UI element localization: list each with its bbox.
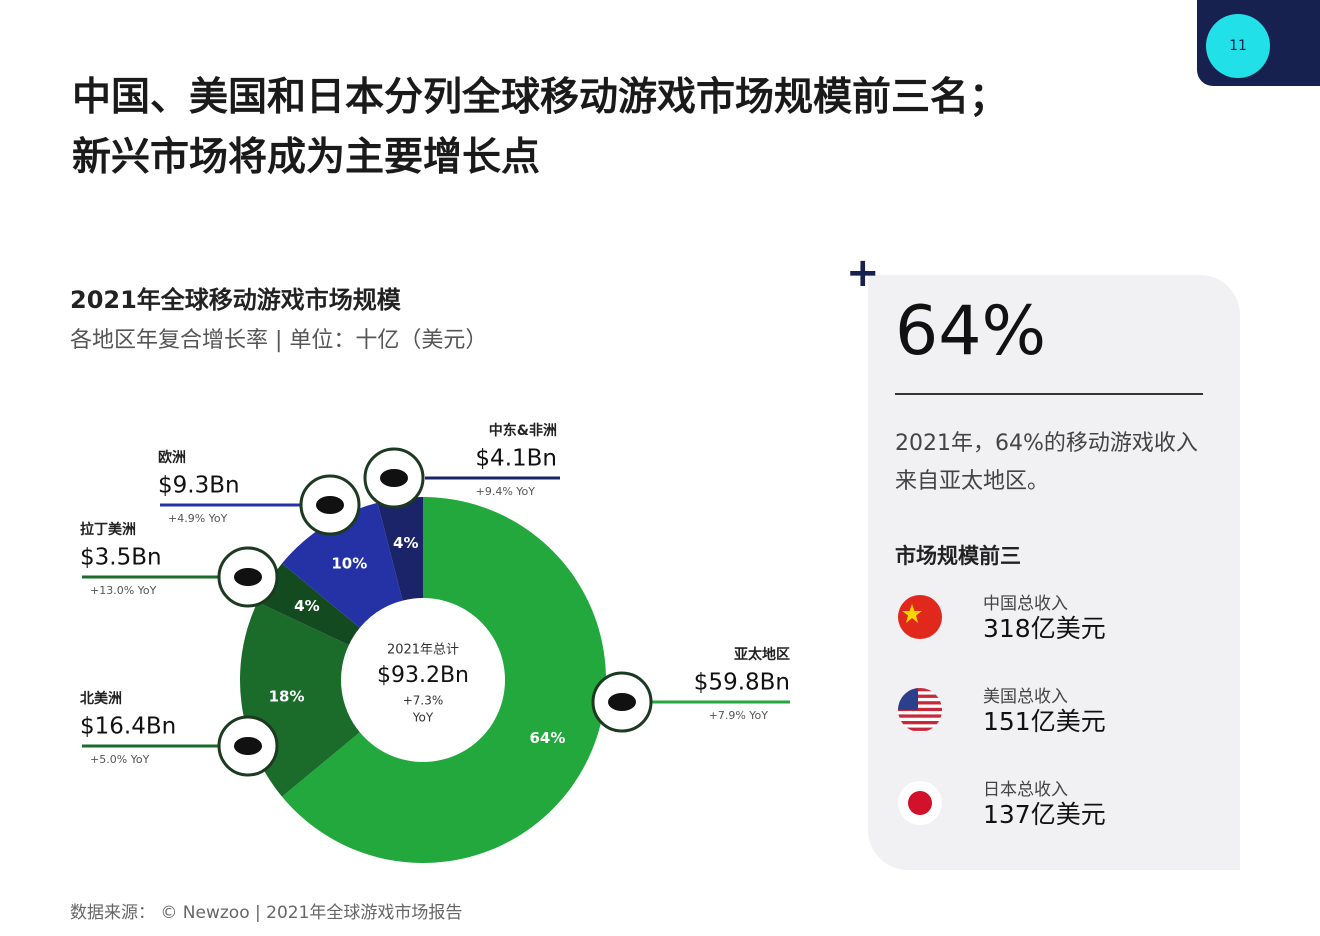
plus-icon: + (846, 250, 880, 296)
item-label: 美国总收入 (983, 687, 1068, 707)
region-shape (380, 469, 408, 487)
donut-segment (257, 563, 360, 646)
chart-title: 2021年全球移动游戏市场规模 (70, 286, 401, 314)
segment-label: 10% (331, 554, 367, 572)
segment-label: 4% (294, 597, 319, 615)
page-number: 11 (1206, 14, 1270, 78)
flag (898, 595, 942, 639)
segment-label: 64% (529, 729, 565, 747)
segment-label: 18% (269, 688, 305, 706)
region-growth: +9.4% YoY (476, 485, 536, 498)
flag-icon (898, 688, 942, 732)
region-name: 拉丁美洲 (80, 521, 136, 538)
donut-segment (281, 497, 606, 864)
item-label: 中国总收入 (983, 594, 1068, 614)
donut-segment (377, 497, 423, 601)
region-shape (608, 693, 636, 711)
side-panel (868, 275, 1240, 870)
center-label: 2021年总计 (387, 643, 459, 658)
region-shape (316, 496, 344, 514)
region-name: 中东&非洲 (489, 422, 557, 439)
region-amount: $3.5Bn (80, 545, 162, 571)
region-growth: +4.9% YoY (168, 512, 228, 525)
region-amount: $4.1Bn (475, 446, 557, 472)
center-unit: YoY (412, 711, 434, 725)
list-title: 市场规模前三 (895, 544, 1021, 568)
page-title: 中国、美国和日本分列全球移动游戏市场规模前三名； 新兴市场将成为主要增长点 (72, 68, 1008, 188)
region-growth: +7.9% YoY (709, 709, 769, 722)
panel-description: 2021年，64%的移动游戏收入来自亚太地区。 (895, 431, 1198, 494)
region-name: 亚太地区 (734, 646, 790, 663)
region-amount: $9.3Bn (158, 473, 240, 499)
item-label: 日本总收入 (983, 780, 1068, 800)
chart-subtitle: 各地区年复合增长率 | 单位：十亿（美元） (70, 328, 488, 353)
flag-icon (898, 781, 942, 825)
region-amount: $16.4Bn (80, 714, 176, 740)
region-growth: +5.0% YoY (90, 753, 150, 766)
item-value: 137亿美元 (983, 800, 1106, 829)
region-name: 北美洲 (80, 690, 122, 707)
region-shape (234, 737, 262, 755)
region-name: 欧洲 (158, 449, 186, 466)
source: 数据来源： © Newzoo | 2021年全球游戏市场报告 (70, 903, 463, 923)
region-shape (234, 568, 262, 586)
center-amount: $93.2Bn (377, 663, 469, 688)
center-growth: +7.3% (403, 694, 444, 708)
segment-label: 4% (393, 534, 418, 552)
region-amount: $59.8Bn (694, 670, 790, 696)
flag (898, 781, 942, 825)
item-value: 151亿美元 (983, 707, 1106, 736)
item-value: 318亿美元 (983, 614, 1106, 643)
big-stat: 64% (895, 292, 1047, 371)
title-line: 新兴市场将成为主要增长点 (72, 135, 541, 180)
donut-chart: 64% 18% 4% 10% 4% 2021年总计 $93.2Bn +7.3% YoY 亚太地区 $… (80, 422, 790, 864)
flag (898, 688, 942, 732)
region-growth: +13.0% YoY (90, 584, 157, 597)
flag-icon (898, 595, 942, 639)
donut-segment (281, 502, 403, 628)
title-line: 中国、美国和日本分列全球移动游戏市场规模前三名； (72, 75, 1009, 120)
divider (895, 393, 1203, 395)
